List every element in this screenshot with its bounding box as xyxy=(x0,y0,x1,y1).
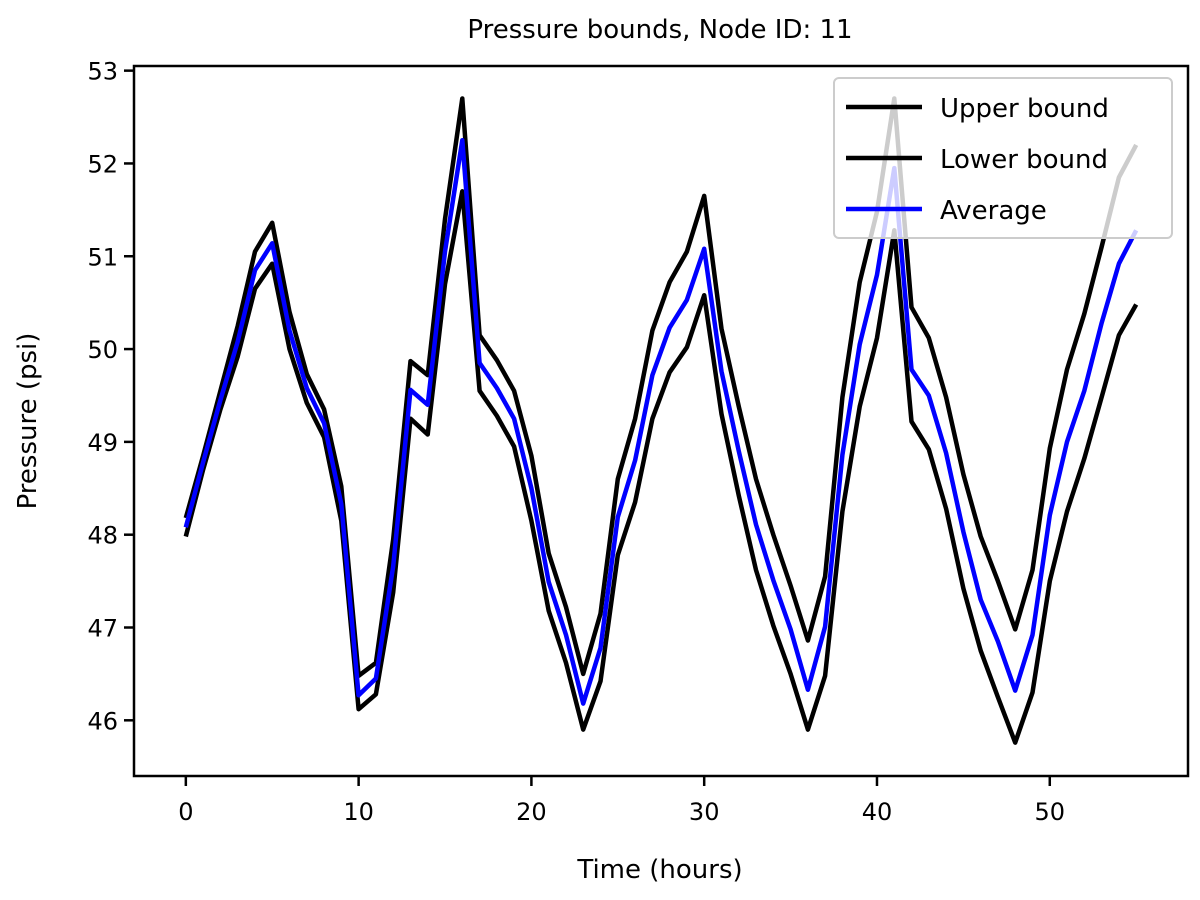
legend-label: Upper bound xyxy=(940,94,1109,124)
series-line-2 xyxy=(183,189,1139,745)
legend-label: Lower bound xyxy=(940,145,1108,175)
legend-box xyxy=(833,77,1173,239)
y-tick-label: 52 xyxy=(87,150,118,178)
x-tick-label: 20 xyxy=(516,798,547,826)
x-axis-label: Time (hours) xyxy=(576,855,742,885)
series-line-3 xyxy=(183,137,1139,706)
x-tick-label: 30 xyxy=(689,798,720,826)
plot-frame xyxy=(132,64,1190,778)
y-tick-label: 48 xyxy=(87,522,118,550)
x-tick-label: 50 xyxy=(1034,798,1065,826)
legend: Upper bound Lower bound Average xyxy=(833,77,1173,239)
y-tick-label: 46 xyxy=(87,707,118,735)
x-tick-label: 0 xyxy=(178,798,193,826)
chart-title: Pressure bounds, Node ID: 11 xyxy=(467,15,852,45)
y-tick-label: 53 xyxy=(87,58,118,86)
series-layer xyxy=(183,96,1139,745)
y-axis-label: Pressure (psi) xyxy=(13,333,43,510)
legend-label: Average xyxy=(940,196,1047,226)
axes-layer: 0 10 20 30 40 50 46 47 48 49 50 51 52 53 xyxy=(87,58,1190,826)
x-tick-label: 40 xyxy=(862,798,893,826)
x-tick-label: 10 xyxy=(343,798,374,826)
y-tick-label: 51 xyxy=(87,243,118,271)
y-tick-label: 49 xyxy=(87,429,118,457)
y-tick-label: 47 xyxy=(87,615,118,643)
y-tick-label: 50 xyxy=(87,336,118,364)
